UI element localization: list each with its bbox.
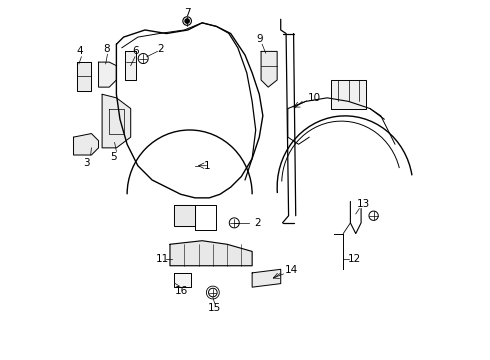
Text: 5: 5 (110, 152, 117, 162)
Polygon shape (74, 134, 98, 155)
Polygon shape (125, 51, 136, 80)
Text: 16: 16 (175, 287, 188, 296)
Polygon shape (117, 23, 263, 198)
Text: 6: 6 (133, 46, 139, 56)
Polygon shape (173, 273, 192, 287)
Text: 2: 2 (158, 44, 164, 54)
Polygon shape (170, 241, 252, 266)
Text: 10: 10 (308, 93, 321, 103)
Text: 11: 11 (155, 254, 169, 264)
Text: 1: 1 (204, 161, 211, 171)
Text: 14: 14 (285, 265, 298, 275)
Text: 15: 15 (208, 303, 221, 313)
Polygon shape (102, 94, 131, 148)
Polygon shape (173, 205, 195, 226)
Text: 3: 3 (83, 158, 89, 168)
Polygon shape (77, 62, 92, 91)
Polygon shape (331, 80, 367, 109)
Polygon shape (261, 51, 277, 87)
Text: 2: 2 (254, 218, 261, 228)
Text: 13: 13 (357, 199, 370, 209)
Text: 4: 4 (76, 46, 83, 57)
Text: 9: 9 (256, 34, 263, 44)
Text: 7: 7 (184, 8, 191, 18)
Polygon shape (98, 62, 117, 87)
Polygon shape (252, 269, 281, 287)
Text: 12: 12 (347, 253, 361, 264)
Circle shape (185, 19, 189, 23)
Text: 8: 8 (103, 44, 110, 54)
